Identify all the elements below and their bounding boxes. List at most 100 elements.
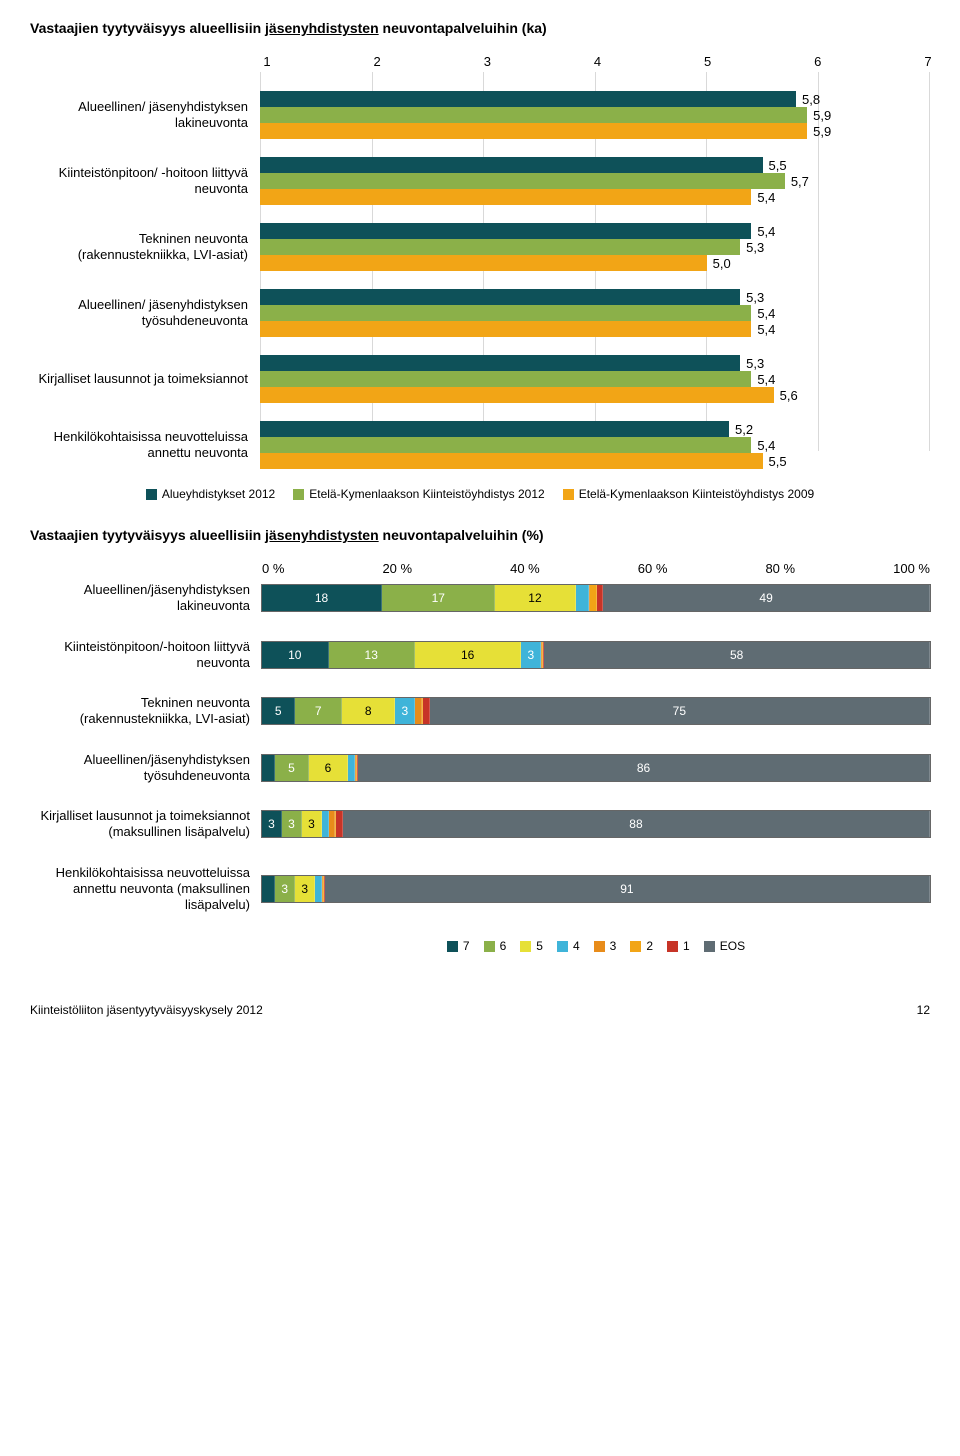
chart1-legend: Alueyhdistykset 2012 Etelä-Kymenlaakson K… [30,487,930,501]
chart2-legend-item: 3 [594,939,617,953]
chart2-segment [348,755,355,781]
chart2-row: Henkilökohtaisissa neuvotteluissa annett… [30,865,930,914]
chart2-segment [329,811,336,837]
chart2-segment: 18 [262,585,382,611]
chart1-bar: 5,3 [260,355,930,371]
legend-label: 4 [573,939,580,953]
chart1-category-label: Kiinteistönpitoon/ -hoitoon liittyvä neu… [30,157,260,205]
chart2-segment: 75 [430,698,930,724]
legend-label: 5 [536,939,543,953]
legend-swatch [146,489,157,500]
chart2-segment: 16 [415,642,521,668]
legend-label: Etelä-Kymenlaakson Kiinteistöyhdistys 20… [309,487,544,501]
chart1-title-ul: jäsenyhdistysten [265,20,379,36]
chart1-bar-value: 5,5 [769,454,787,469]
chart1-bar: 5,3 [260,289,930,305]
chart2-row-label: Tekninen neuvonta (rakennustekniikka, LV… [30,695,262,728]
chart2-segment: 17 [382,585,495,611]
chart1-bar: 5,4 [260,305,930,321]
chart2-stacked-bar: 578375 [262,698,930,724]
chart2-segment: 86 [358,755,930,781]
legend-swatch [520,941,531,952]
chart2-segment: 13 [329,642,415,668]
chart2-segment: 3 [275,876,295,902]
chart1-bar-value: 5,8 [802,92,820,107]
chart2-stacked-bar: 3391 [262,876,930,902]
chart2-segment [415,698,422,724]
chart1-category-label: Alueellinen/ jäsenyhdistyksen lakineuvon… [30,91,260,139]
chart2-axis-tick: 40 % [510,561,540,576]
chart2-row-label: Kirjalliset lausunnot ja toimeksiannot (… [30,808,262,841]
legend-label: 1 [683,939,690,953]
chart2-row: Tekninen neuvonta (rakennustekniikka, LV… [30,695,930,728]
footer-left: Kiinteistöliiton jäsentyytyväisyyskysely… [30,1003,263,1017]
chart2-axis-tick: 80 % [765,561,795,576]
chart2-legend-item: 5 [520,939,543,953]
chart2-segment: 3 [262,811,282,837]
chart1-bar: 5,2 [260,421,930,437]
legend-swatch [484,941,495,952]
chart1-bar: 5,4 [260,223,930,239]
chart2-segment [262,755,275,781]
chart1-title-post: neuvontapalveluihin (ka) [379,20,547,36]
chart2-stacked-bar: 0 %20 %40 %60 %80 %100 %Alueellinen/jäse… [30,561,930,983]
chart1-bar: 5,4 [260,437,930,453]
chart1-axis-tick: 5 [701,54,715,69]
chart2-title: Vastaajien tyytyväisyys alueellisiin jäs… [30,527,930,543]
chart2-row-label: Alueellinen/jäsenyhdistyksen lakineuvont… [30,582,262,615]
chart2-legend-item: 2 [630,939,653,953]
chart2-stacked-bar: 18171249 [262,585,930,611]
chart2-legend: 7654321EOS [262,939,930,953]
chart2-segment: 88 [343,811,930,837]
chart1-bar-value: 5,5 [769,158,787,173]
chart1-title-pre: Vastaajien tyytyväisyys alueellisiin [30,20,265,36]
chart2-stacked-bar: 5686 [262,755,930,781]
chart1-bar-value: 5,4 [757,306,775,321]
chart2-row: Alueellinen/jäsenyhdistyksen työsuhdeneu… [30,752,930,785]
chart2-segment [262,876,275,902]
chart1-bar-value: 5,3 [746,240,764,255]
chart2-legend-item: 7 [447,939,470,953]
chart2-row: Kirjalliset lausunnot ja toimeksiannot (… [30,808,930,841]
chart1-bar-value: 5,4 [757,372,775,387]
chart1-bar-value: 5,3 [746,356,764,371]
legend-swatch [563,489,574,500]
chart2-segment [315,876,322,902]
chart2-row-label: Alueellinen/jäsenyhdistyksen työsuhdeneu… [30,752,262,785]
chart1-bar: 5,4 [260,371,930,387]
chart1-bar: 5,3 [260,239,930,255]
chart2-row: Alueellinen/jäsenyhdistyksen lakineuvont… [30,582,930,615]
chart1-bar: 5,8 [260,91,930,107]
chart2-segment: 5 [275,755,308,781]
chart1-legend-item: Etelä-Kymenlaakson Kiinteistöyhdistys 20… [563,487,814,501]
chart1-legend-item: Alueyhdistykset 2012 [146,487,275,501]
chart1-bar: 5,4 [260,321,930,337]
legend-label: 3 [610,939,617,953]
chart1-bar-value: 5,4 [757,322,775,337]
chart1-bar-value: 5,3 [746,290,764,305]
chart2-stacked-bar: 33388 [262,811,930,837]
legend-label: Etelä-Kymenlaakson Kiinteistöyhdistys 20… [579,487,814,501]
chart1-bar-value: 5,2 [735,422,753,437]
chart2-segment [576,585,589,611]
legend-swatch [667,941,678,952]
chart1-bar-value: 5,6 [780,388,798,403]
chart2-legend-item: 4 [557,939,580,953]
legend-label: 7 [463,939,470,953]
chart2-segment: 12 [495,585,575,611]
chart1-bar-value: 5,4 [757,438,775,453]
legend-swatch [704,941,715,952]
chart2-segment: 5 [262,698,295,724]
chart1-bar: 5,5 [260,157,930,173]
chart2-axis-tick: 0 % [262,561,284,576]
chart1-axis-tick: 3 [480,54,494,69]
chart1-bar-value: 5,7 [791,174,809,189]
chart1-bar-value: 5,9 [813,124,831,139]
chart1-category-label: Alueellinen/ jäsenyhdistyksen työsuhdene… [30,289,260,337]
chart2-segment: 91 [325,876,930,902]
legend-swatch [630,941,641,952]
chart2-axis-tick: 20 % [382,561,412,576]
chart2-legend-item: EOS [704,939,745,953]
chart2-segment: 7 [295,698,342,724]
chart2-legend-item: 6 [484,939,507,953]
